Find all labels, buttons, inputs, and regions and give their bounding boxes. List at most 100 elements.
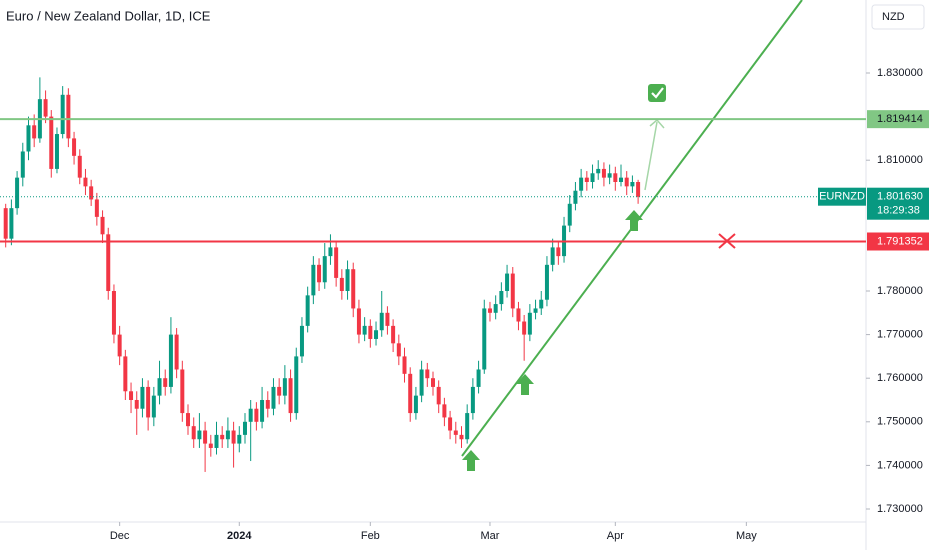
candle-body xyxy=(556,247,561,257)
candle-body xyxy=(254,408,259,422)
candle-body xyxy=(431,378,435,387)
candle-body xyxy=(453,430,458,435)
candle-body xyxy=(584,177,589,182)
candle-body xyxy=(260,399,265,422)
currency-box[interactable] xyxy=(871,4,925,30)
candle-body xyxy=(89,186,94,200)
x-tick-label: Mar xyxy=(480,530,499,542)
candle-body xyxy=(413,395,418,414)
candle-body xyxy=(356,308,361,335)
y-tick-label: 1.730000 xyxy=(877,503,923,515)
candle-body xyxy=(544,264,549,300)
candle-body xyxy=(237,434,242,444)
candle-body xyxy=(482,308,487,370)
candle-body xyxy=(197,430,202,440)
candle-body xyxy=(596,168,601,174)
candle-body xyxy=(288,378,293,414)
symbol-box xyxy=(818,187,866,206)
candle-body xyxy=(539,299,544,309)
y-tick-label: 1.810000 xyxy=(877,154,923,166)
up-arrow xyxy=(462,450,480,471)
candle-body xyxy=(311,264,316,296)
candle-body xyxy=(271,386,276,409)
candle-body xyxy=(579,177,584,191)
candle-body xyxy=(32,125,37,139)
up-arrow xyxy=(625,210,643,231)
candle-body xyxy=(408,373,413,414)
candle-body xyxy=(20,151,25,178)
candle-body xyxy=(510,273,515,309)
level-label: 1.791352 xyxy=(877,235,923,247)
candle-body xyxy=(9,208,14,239)
candle-body xyxy=(533,308,538,313)
candle-body xyxy=(351,269,356,309)
chart-title: Euro / New Zealand Dollar, 1D, ICE xyxy=(6,8,211,23)
symbol-label: EURNZD xyxy=(819,191,865,203)
up-arrow xyxy=(516,374,534,395)
candle-body xyxy=(54,134,59,169)
candle-body xyxy=(117,334,122,357)
candle-body xyxy=(294,356,299,414)
candle-body xyxy=(72,138,77,156)
candle-body xyxy=(374,330,379,339)
candle-body xyxy=(391,325,396,344)
candle-body xyxy=(499,290,504,305)
check-icon xyxy=(648,84,666,102)
candle-body xyxy=(151,395,156,418)
candle-body xyxy=(26,125,31,152)
level-label-box xyxy=(867,110,929,129)
candle-body xyxy=(322,256,327,283)
y-tick-label: 1.750000 xyxy=(877,416,923,428)
candle-body xyxy=(282,378,287,396)
candle-body xyxy=(174,334,179,370)
candle-body xyxy=(248,408,253,422)
candle-body xyxy=(636,181,641,197)
candle-body xyxy=(157,378,162,396)
candle-body xyxy=(60,94,65,135)
candle-body xyxy=(624,177,629,187)
candle-body xyxy=(385,312,390,326)
x-tick-label: Feb xyxy=(361,530,380,542)
candle-body xyxy=(242,421,247,435)
candle-body xyxy=(339,277,344,291)
candle-body xyxy=(328,247,333,257)
candle-body xyxy=(49,116,54,169)
y-tick-label: 1.770000 xyxy=(877,329,923,341)
candle-body xyxy=(590,173,595,182)
level-label-box xyxy=(867,232,929,251)
candle-body xyxy=(550,247,555,265)
candle-body xyxy=(436,386,441,405)
candle-body xyxy=(630,181,635,187)
candle-body xyxy=(396,343,401,357)
y-tick-label: 1.830000 xyxy=(877,67,923,79)
candle-body xyxy=(140,386,145,409)
candle-body xyxy=(345,269,350,291)
x-tick-label: Apr xyxy=(607,530,624,542)
candle-body xyxy=(402,356,407,374)
candle-body xyxy=(168,334,173,387)
candle-body xyxy=(129,391,134,400)
candle-body xyxy=(459,434,464,440)
candle-body xyxy=(567,203,572,226)
candle-body xyxy=(225,430,230,440)
candle-body xyxy=(208,443,213,448)
candle-body xyxy=(203,430,208,444)
candle-body xyxy=(186,413,191,427)
candle-body xyxy=(265,399,270,409)
x-tick-label: Dec xyxy=(110,530,130,542)
candle-body xyxy=(487,308,492,313)
countdown-label: 18:29:38 xyxy=(877,205,920,217)
candle-body xyxy=(15,177,20,209)
candle-body xyxy=(505,273,510,291)
candle-body xyxy=(180,369,185,414)
candle-body xyxy=(619,177,624,182)
candle-body xyxy=(448,417,453,431)
candle-body xyxy=(368,325,373,339)
candle-body xyxy=(476,369,481,387)
candle-body xyxy=(419,369,424,396)
x-tick-label: May xyxy=(736,530,757,542)
candle-body xyxy=(134,399,139,409)
